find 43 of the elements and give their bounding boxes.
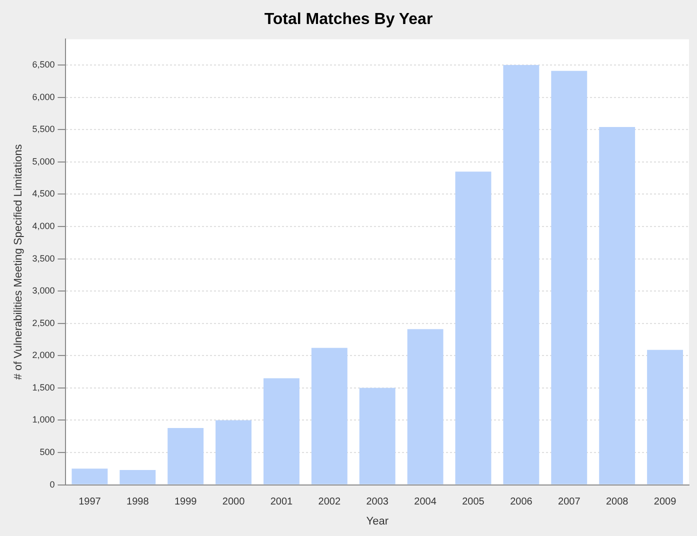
x-tick-label: 2002 — [318, 496, 341, 508]
x-tick-label: 2007 — [558, 496, 581, 508]
bar — [263, 378, 300, 484]
x-tick-label: 2005 — [462, 496, 485, 508]
y-tick-label: 1,000 — [32, 414, 55, 425]
x-tick-label: 1999 — [174, 496, 198, 508]
y-tick-label: 6,000 — [32, 92, 55, 102]
y-tick-label: 5,500 — [32, 124, 55, 134]
bar — [407, 329, 444, 484]
x-tick-label: 1997 — [78, 496, 102, 508]
x-tick-label: 1998 — [126, 496, 150, 508]
x-tick-label: 2006 — [510, 496, 533, 508]
x-tick-label: 2004 — [414, 496, 437, 508]
y-tick-label: 2,500 — [32, 318, 55, 328]
y-tick-label: 3,500 — [32, 253, 55, 264]
x-tick-label: 2000 — [222, 496, 246, 508]
y-tick-label: 6,500 — [32, 60, 55, 70]
bar — [72, 468, 108, 484]
y-axis-title: # of Vulnerabilities Meeting Specified Limitations — [12, 144, 25, 380]
y-tick-label: 0 — [50, 479, 55, 490]
x-tick-label: 2003 — [366, 496, 389, 508]
x-axis-title: Year — [366, 515, 389, 528]
y-tick-label: 3,000 — [32, 286, 55, 296]
y-tick-label: 4,500 — [32, 188, 55, 199]
bar — [216, 420, 252, 484]
x-tick-label: 2009 — [654, 496, 677, 508]
bar — [359, 388, 396, 484]
y-tick-label: 4,000 — [32, 220, 55, 231]
bar — [455, 172, 492, 484]
x-tick-label: 2008 — [606, 496, 629, 508]
y-tick-label: 5,000 — [32, 156, 55, 166]
y-tick-label: 500 — [40, 446, 55, 457]
bar — [311, 348, 348, 484]
y-tick-label: 2,000 — [32, 350, 55, 360]
bar — [647, 350, 684, 484]
bar — [551, 70, 588, 484]
bar — [168, 428, 204, 484]
x-tick-label: 2001 — [270, 496, 294, 508]
bar — [503, 65, 540, 484]
chart-title: Total Matches By Year — [264, 11, 433, 28]
y-tick-label: 1,500 — [32, 382, 55, 392]
bar — [599, 127, 636, 484]
bar — [120, 470, 156, 484]
